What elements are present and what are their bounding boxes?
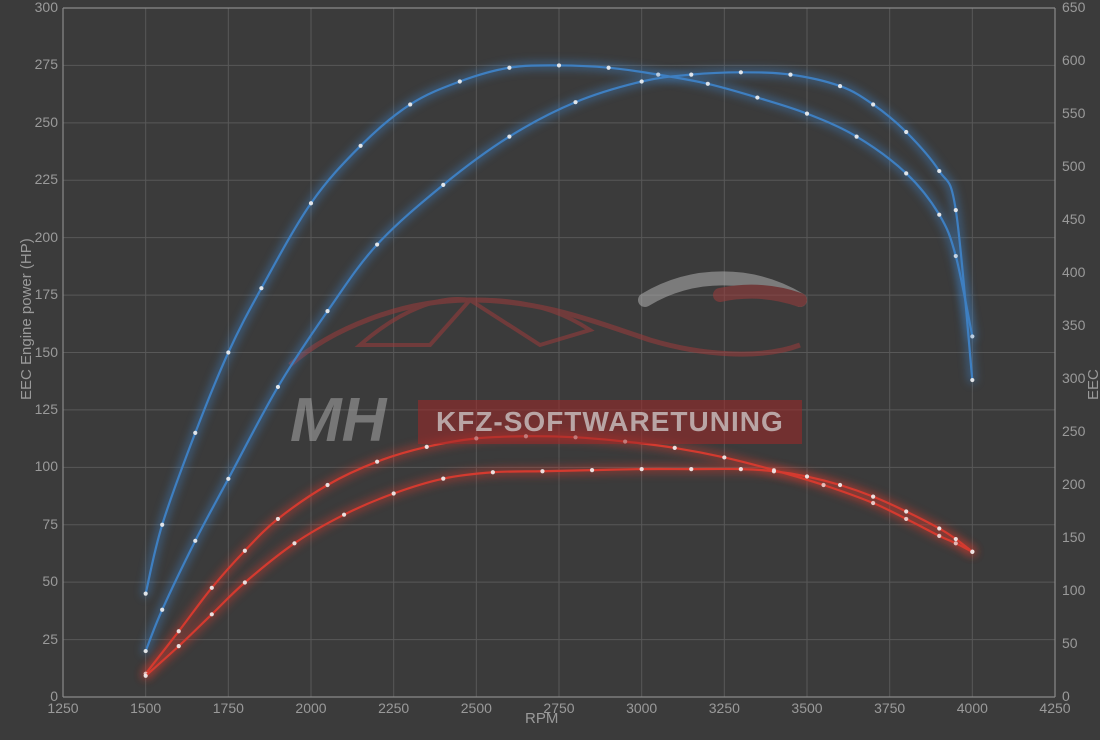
x-axis-tick-1250: 1250	[41, 700, 85, 716]
y-axis-left-tick-75: 75	[20, 516, 58, 532]
y-axis-left-tick-250: 250	[20, 114, 58, 130]
y-axis-right-tick-600: 600	[1062, 52, 1096, 68]
y-axis-right-tick-400: 400	[1062, 264, 1096, 280]
x-axis-title: RPM	[525, 710, 558, 727]
y-axis-left-tick-25: 25	[20, 631, 58, 647]
y-axis-right-tick-550: 550	[1062, 105, 1096, 121]
x-axis-tick-3250: 3250	[702, 700, 746, 716]
chart-svg	[0, 0, 1100, 740]
y-axis-left-title: EEC Engine power (HP)	[18, 238, 35, 400]
y-axis-right-tick-350: 350	[1062, 317, 1096, 333]
y-axis-right-tick-450: 450	[1062, 211, 1096, 227]
y-axis-left-tick-50: 50	[20, 573, 58, 589]
y-axis-right-tick-100: 100	[1062, 582, 1096, 598]
y-axis-left-tick-225: 225	[20, 171, 58, 187]
x-axis-tick-2500: 2500	[454, 700, 498, 716]
y-axis-right-tick-250: 250	[1062, 423, 1096, 439]
y-axis-left-tick-300: 300	[20, 0, 58, 15]
x-axis-tick-4250: 4250	[1033, 700, 1077, 716]
dyno-chart: MH KFZ-SOFTWARETUNING 0 25 50 75 100 125 150 17…	[0, 0, 1100, 740]
x-axis-tick-3750: 3750	[868, 700, 912, 716]
y-axis-right-tick-500: 500	[1062, 158, 1096, 174]
x-axis-tick-4000: 4000	[950, 700, 994, 716]
y-axis-right-tick-650: 650	[1062, 0, 1096, 15]
x-axis-tick-3500: 3500	[785, 700, 829, 716]
x-axis-tick-2000: 2000	[289, 700, 333, 716]
x-axis-tick-1500: 1500	[124, 700, 168, 716]
y-axis-left-tick-275: 275	[20, 56, 58, 72]
y-axis-left-tick-100: 100	[20, 458, 58, 474]
watermark-box-text: KFZ-SOFTWARETUNING	[418, 400, 802, 444]
x-axis-tick-2250: 2250	[372, 700, 416, 716]
y-axis-right-tick-150: 150	[1062, 529, 1096, 545]
x-axis-tick-3000: 3000	[620, 700, 664, 716]
y-axis-right-tick-50: 50	[1062, 635, 1096, 651]
x-axis-tick-1750: 1750	[206, 700, 250, 716]
watermark-mh-text: MH	[290, 385, 386, 456]
y-axis-right-title: EEC Torque (Nm)	[1085, 354, 1100, 400]
y-axis-right-tick-200: 200	[1062, 476, 1096, 492]
y-axis-left-tick-125: 125	[20, 401, 58, 417]
